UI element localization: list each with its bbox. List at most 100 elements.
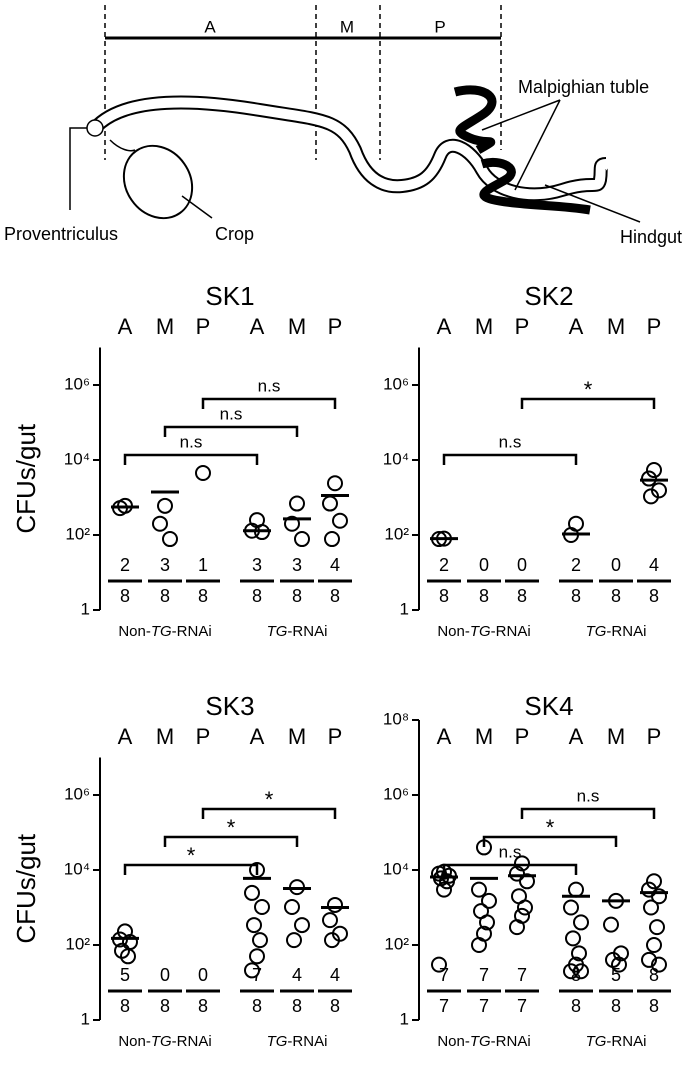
y-tick-label: 1 <box>81 599 90 618</box>
total-count: 8 <box>198 996 208 1016</box>
positive-count: 8 <box>649 965 659 985</box>
column-label: P <box>647 724 662 749</box>
malpighian-tubule <box>453 85 497 154</box>
positive-count: 4 <box>330 555 340 575</box>
total-count: 7 <box>439 996 449 1016</box>
column-label: P <box>515 724 530 749</box>
data-point <box>573 914 589 931</box>
total-count: 8 <box>479 586 489 606</box>
y-tick-label: 10⁶ <box>64 784 90 803</box>
y-tick-label: 10⁶ <box>383 784 409 803</box>
y-tick-label: 10⁶ <box>383 374 409 393</box>
leader-line <box>181 195 213 219</box>
region-label: A <box>204 17 216 36</box>
data-point <box>249 948 265 965</box>
data-point <box>244 884 260 901</box>
data-point <box>162 531 178 548</box>
data-point <box>568 881 584 898</box>
column-label: M <box>288 314 306 339</box>
total-count: 8 <box>252 996 262 1016</box>
part-label: Proventriculus <box>4 224 118 244</box>
significance-label: n.s <box>258 376 281 395</box>
total-count: 8 <box>649 996 659 1016</box>
y-axis-label: CFUs/gut <box>11 423 41 534</box>
data-point <box>509 865 525 882</box>
data-point <box>195 465 211 482</box>
column-label: P <box>515 314 530 339</box>
total-count: 8 <box>330 996 340 1016</box>
significance-label: * <box>546 815 555 840</box>
data-point <box>289 495 305 512</box>
y-axis-label: CFUs/gut <box>11 833 41 944</box>
data-point <box>643 488 659 505</box>
column-label: P <box>196 724 211 749</box>
positive-count: 5 <box>120 965 130 985</box>
total-count: 8 <box>160 996 170 1016</box>
significance-bracket <box>163 835 299 847</box>
data-point <box>332 512 348 529</box>
crop <box>122 144 194 220</box>
significance-label: n.s <box>220 404 243 423</box>
leader-line <box>69 127 87 210</box>
part-label: Hindgut <box>620 227 682 247</box>
column-label: A <box>250 314 265 339</box>
significance-bracket <box>520 397 656 409</box>
gut-diagram <box>69 5 641 223</box>
positive-count: 4 <box>292 965 302 985</box>
group-label: Non-TG-RNAi <box>118 1033 211 1050</box>
part-label: Crop <box>215 224 254 244</box>
data-point <box>324 932 340 949</box>
leader-line <box>544 184 641 223</box>
data-point <box>157 497 173 514</box>
positive-count: 7 <box>517 965 527 985</box>
data-point <box>327 475 343 492</box>
total-count: 8 <box>439 586 449 606</box>
total-count: 8 <box>292 996 302 1016</box>
total-count: 8 <box>120 586 130 606</box>
column-label: M <box>288 724 306 749</box>
positive-count: 3 <box>252 555 262 575</box>
data-point <box>294 531 310 548</box>
data-point <box>565 930 581 947</box>
data-point <box>322 912 338 929</box>
data-point <box>244 962 260 979</box>
significance-label: n.s <box>499 842 522 861</box>
crop-duct <box>109 139 136 152</box>
column-label: M <box>156 314 174 339</box>
significance-label: * <box>187 843 196 868</box>
total-count: 7 <box>517 996 527 1016</box>
data-point <box>509 919 525 936</box>
data-point <box>563 963 579 980</box>
positive-count: 3 <box>160 555 170 575</box>
chart-title: SK2 <box>524 281 573 311</box>
significance-bracket <box>201 397 337 409</box>
data-point <box>519 873 535 890</box>
significance-label: * <box>584 377 593 402</box>
positive-count: 1 <box>198 555 208 575</box>
positive-count: 2 <box>120 555 130 575</box>
y-tick-label: 10² <box>65 524 90 543</box>
y-tick-label: 10⁴ <box>383 449 409 468</box>
data-point <box>471 881 487 898</box>
significance-label: * <box>265 787 274 812</box>
data-point <box>479 914 495 931</box>
data-point <box>246 917 262 934</box>
y-tick-label: 10² <box>65 934 90 953</box>
total-count: 8 <box>611 996 621 1016</box>
data-point <box>431 956 447 973</box>
total-count: 8 <box>517 586 527 606</box>
gut-lumen <box>91 97 607 200</box>
data-point <box>611 956 627 973</box>
positive-count: 7 <box>252 965 262 985</box>
y-tick-label: 10⁴ <box>64 449 90 468</box>
chart-title: SK1 <box>205 281 254 311</box>
positive-count: 7 <box>479 965 489 985</box>
data-point <box>284 515 300 532</box>
column-label: P <box>328 724 343 749</box>
region-label: M <box>340 17 354 36</box>
significance-bracket <box>123 863 259 875</box>
data-point <box>439 873 455 890</box>
positive-count: 3 <box>292 555 302 575</box>
group-label: TG-RNAi <box>586 623 647 640</box>
column-label: M <box>475 724 493 749</box>
